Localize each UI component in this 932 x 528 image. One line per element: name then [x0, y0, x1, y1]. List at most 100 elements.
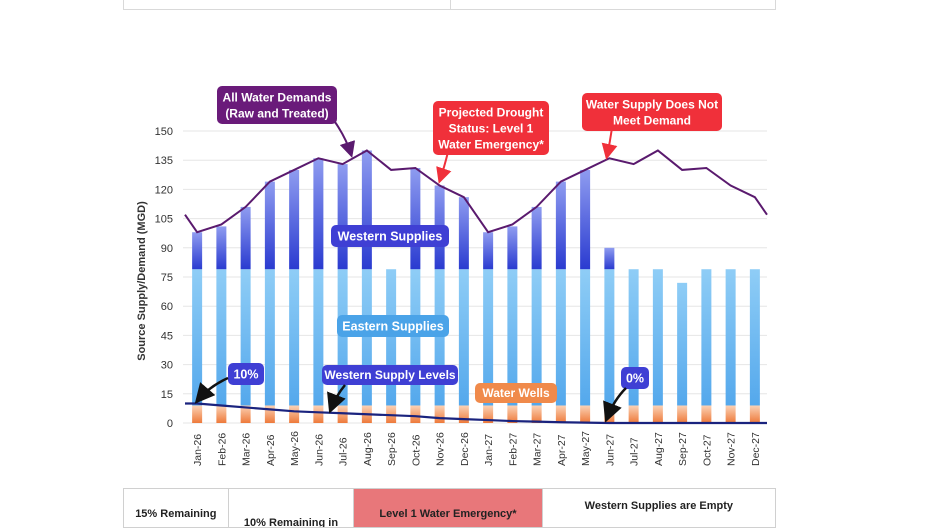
x-tick-label: Feb-26 [216, 433, 228, 466]
arrow-drought [436, 151, 452, 184]
status-cell-western-empty: Western Supplies are Empty [584, 500, 734, 512]
well-bar [458, 405, 469, 423]
arrow-demand [334, 121, 356, 158]
annotation-water-wells-text: Water Wells [482, 386, 550, 400]
well-bar [555, 405, 566, 423]
x-tick-label: Apr-26 [265, 434, 277, 466]
western-bar [264, 181, 275, 270]
eastern-bar [337, 269, 348, 406]
eastern-bar [458, 269, 469, 406]
x-tick-label: Aug-26 [362, 432, 374, 466]
annotation-10-percent-text: 10% [233, 367, 258, 381]
y-tick-label: 135 [155, 155, 173, 167]
status-cell-level1-emergency: Level 1 Water Emergency* [354, 489, 543, 527]
y-tick-label: 0 [167, 418, 173, 430]
eastern-bar [386, 269, 397, 406]
eastern-bar [361, 269, 372, 406]
eastern-bar [434, 269, 445, 406]
western-bar [458, 197, 469, 270]
x-tick-label: May-27 [580, 431, 592, 466]
x-tick-label: Mar-26 [241, 433, 253, 466]
eastern-bar [216, 269, 227, 406]
bottom-status-table: 15% Remaining 10% Remaining in Level 1 W… [123, 488, 776, 528]
annotation-10-percent-box [228, 363, 264, 385]
annotation-western-supplies-box [331, 225, 449, 247]
well-bar [410, 405, 421, 423]
well-bar [313, 405, 324, 423]
well-bar [652, 405, 663, 423]
eastern-bar [264, 269, 275, 406]
eastern-bar [604, 269, 615, 406]
well-bar [580, 405, 591, 423]
eastern-bar [701, 269, 712, 406]
western-bar [531, 206, 542, 270]
annotation-eastern-supplies-text: Eastern Supplies [342, 319, 443, 333]
y-axis-label: Source Supply/Demand (MGD) [136, 201, 148, 361]
y-tick-label: 90 [161, 243, 173, 255]
y-tick-label: 15 [161, 389, 173, 401]
eastern-bar [483, 269, 494, 406]
annotation-drought-status-text: Projected Drought [439, 105, 544, 119]
top-table-edge [123, 0, 776, 10]
annotation-all-water-demands-text: All Water Demands [223, 90, 332, 104]
x-tick-label: Jan-26 [192, 434, 204, 466]
x-tick-label: Sep-27 [677, 432, 689, 466]
demand-line [184, 149, 768, 234]
western-bar [216, 226, 227, 270]
x-tick-label: Mar-27 [532, 433, 544, 466]
annotation-supply-not-meet-demand-text: Meet Demand [613, 113, 691, 127]
eastern-bar [677, 282, 688, 406]
status-cell-15-remaining: 15% Remaining [124, 489, 229, 527]
annotation-eastern-supplies-box [337, 315, 449, 337]
y-tick-label: 60 [161, 301, 173, 313]
well-bar [677, 405, 688, 423]
eastern-bar [652, 269, 663, 406]
well-bar [725, 405, 736, 423]
y-axis-ticks: 0 15 30 45 60 75 90 105 120 135 150 [155, 126, 173, 430]
annotation-0-percent-box [621, 367, 649, 389]
western-bar [361, 150, 372, 270]
annotation-drought-status-text: Status: Level 1 [449, 121, 534, 135]
eastern-bar [289, 269, 300, 406]
x-tick-label: Jun-27 [604, 434, 616, 466]
annotation-0-percent-text: 0% [626, 371, 644, 385]
well-bar [264, 405, 275, 423]
eastern-bar [725, 269, 736, 406]
x-tick-label: Oct-26 [410, 434, 422, 466]
eastern-bar [580, 269, 591, 406]
well-bar [749, 405, 760, 423]
well-bar [507, 405, 518, 423]
western-bar [240, 206, 251, 270]
x-tick-label: May-26 [289, 431, 301, 466]
x-tick-label: Feb-27 [507, 433, 519, 466]
eastern-bar [507, 269, 518, 406]
annotations: All Water Demands (Raw and Treated) Projec… [194, 86, 722, 423]
western-bar [410, 167, 421, 270]
eastern-bar [410, 269, 421, 406]
eastern-bar [240, 269, 251, 406]
well-bar [289, 405, 300, 423]
x-tick-label: Sep-26 [386, 432, 398, 466]
western-bar [337, 164, 348, 270]
well-bar [628, 405, 639, 423]
y-tick-label: 105 [155, 214, 173, 226]
line-series [184, 149, 768, 425]
y-tick-label: 75 [161, 272, 173, 284]
x-tick-label: Jun-26 [313, 434, 325, 466]
western-bar [555, 181, 566, 270]
western-supply-level-line [185, 402, 767, 425]
eastern-bar [555, 269, 566, 406]
western-bar [313, 158, 324, 270]
well-bar [701, 405, 712, 423]
arrow-10-percent [194, 376, 229, 404]
well-bar [483, 405, 494, 423]
western-bar [507, 226, 518, 270]
eastern-bar [313, 269, 324, 406]
y-tick-label: 45 [161, 330, 173, 342]
x-tick-label: Jan-27 [483, 434, 495, 466]
western-bar [580, 169, 591, 270]
well-bar [192, 405, 203, 423]
annotation-western-supply-levels-box [322, 365, 458, 385]
x-tick-label: Dec-27 [750, 432, 762, 466]
x-tick-label: Apr-27 [556, 434, 568, 466]
